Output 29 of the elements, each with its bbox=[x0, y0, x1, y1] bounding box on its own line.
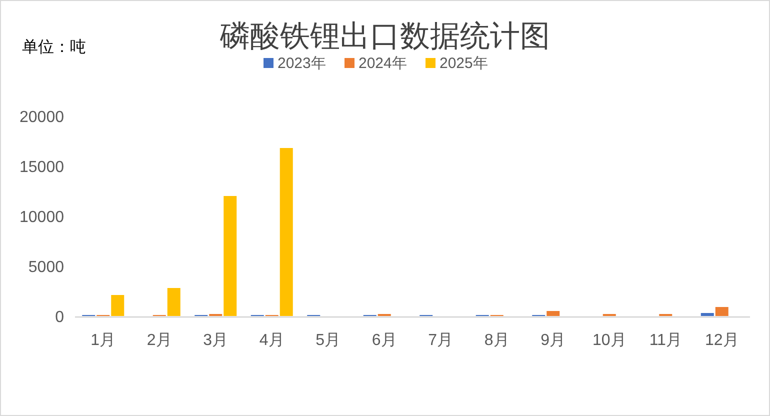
text: 单位：吨 bbox=[22, 38, 86, 56]
legend-label: 2025年 bbox=[440, 55, 488, 72]
x-tick-label: 8月 bbox=[484, 332, 510, 349]
x-tick-label: 10月 bbox=[592, 332, 626, 349]
x-tick-label: 5月 bbox=[316, 332, 341, 349]
bar bbox=[111, 295, 124, 316]
x-tick-label: 2月 bbox=[146, 332, 172, 349]
x-tick-label: 6月 bbox=[372, 332, 397, 349]
y-tick-label: 0 bbox=[55, 309, 64, 326]
y-tick-label: 5000 bbox=[28, 259, 64, 276]
bar bbox=[280, 148, 293, 316]
y-tick-label: 20000 bbox=[20, 109, 64, 126]
x-tick-label: 12月 bbox=[704, 332, 739, 349]
legend-label: 2023年 bbox=[278, 55, 326, 72]
x-tick-label: 4月 bbox=[259, 332, 284, 349]
x-tick-label: 1月 bbox=[90, 332, 116, 349]
bar bbox=[167, 288, 180, 316]
x-tick-label: 3月 bbox=[203, 332, 228, 349]
bar bbox=[700, 313, 714, 316]
y-tick-label: 10000 bbox=[20, 209, 64, 226]
y-tick-label: 15000 bbox=[20, 159, 64, 176]
x-tick-label: 7月 bbox=[428, 332, 454, 349]
bar bbox=[546, 311, 560, 316]
bar bbox=[715, 307, 728, 316]
x-tick-label: 9月 bbox=[540, 332, 566, 349]
bar bbox=[224, 196, 237, 316]
legend-label: 2024年 bbox=[358, 55, 407, 72]
title: 磷酸铁锂出口数据统计图 bbox=[220, 19, 550, 54]
x-tick-label: 11月 bbox=[649, 332, 682, 349]
